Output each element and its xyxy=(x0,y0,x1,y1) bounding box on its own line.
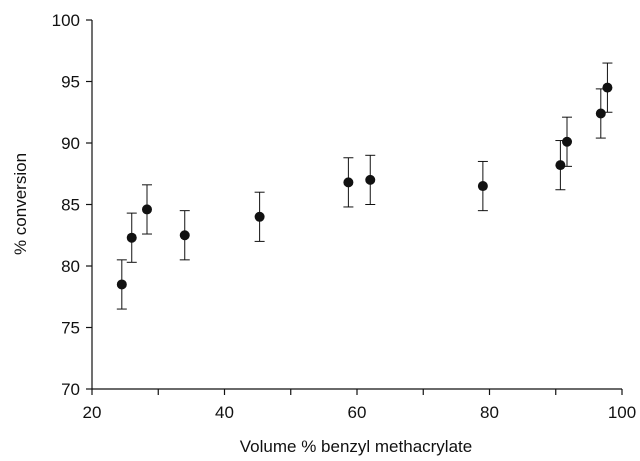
y-tick-label: 75 xyxy=(61,319,80,338)
x-tick-label: 20 xyxy=(83,403,102,422)
y-tick-label: 80 xyxy=(61,257,80,276)
x-axis-title: Volume % benzyl methacrylate xyxy=(240,437,472,456)
data-marker xyxy=(343,177,354,188)
y-tick-label: 85 xyxy=(61,196,80,215)
data-point xyxy=(254,191,265,242)
data-marker xyxy=(477,181,488,192)
data-marker xyxy=(116,279,127,290)
axes: 70 75 80 85 90 95 100 20 40 60 80 100 xyxy=(52,11,637,422)
data-point xyxy=(365,154,376,205)
data-marker xyxy=(365,174,376,185)
y-tick-label: 95 xyxy=(61,73,80,92)
data-point xyxy=(555,140,566,191)
data-marker xyxy=(602,82,613,93)
data-marker xyxy=(254,211,265,222)
x-tick-label: 60 xyxy=(348,403,367,422)
data-point xyxy=(179,210,190,261)
data-marker xyxy=(555,160,566,171)
y-tick-label: 100 xyxy=(52,11,80,30)
data-marker xyxy=(141,204,152,215)
data-point xyxy=(141,184,152,235)
y-tick-label: 70 xyxy=(61,380,80,399)
data-point xyxy=(595,88,606,139)
data-point xyxy=(562,116,573,167)
data-marker xyxy=(179,230,190,241)
data-point xyxy=(602,62,613,113)
data-point xyxy=(116,259,127,310)
data-point xyxy=(126,212,137,263)
data-marker xyxy=(126,232,137,243)
y-axis-title: % conversion xyxy=(11,153,30,255)
data-point xyxy=(343,157,354,208)
y-tick-label: 90 xyxy=(61,134,80,153)
x-tick-label: 80 xyxy=(480,403,499,422)
data-point xyxy=(477,160,488,212)
data-marker xyxy=(562,136,573,147)
plot-area xyxy=(116,62,613,310)
data-marker xyxy=(595,108,606,119)
x-tick-label: 40 xyxy=(215,403,234,422)
x-tick-label: 100 xyxy=(608,403,636,422)
